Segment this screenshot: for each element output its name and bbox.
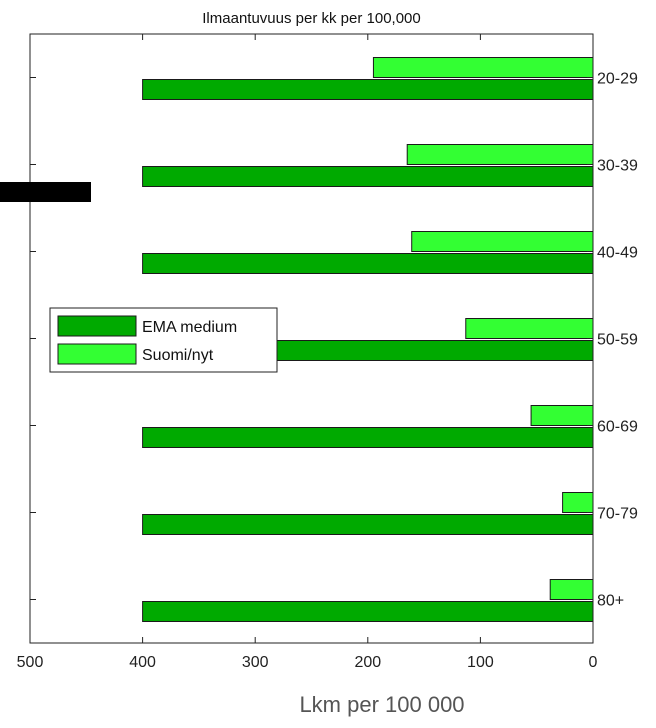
legend-label-suomi-nyt: Suomi/nyt [142,347,214,364]
category-label-80+: 80+ [597,593,624,610]
category-label-30-39: 30-39 [597,158,638,175]
redaction-bar [0,182,91,202]
bar-ema-medium-60-69 [142,427,594,448]
category-label-50-59: 50-59 [597,332,638,349]
chart-title: Ilmaantuvuus per kk per 100,000 [202,10,420,27]
category-axis-ticks: 20-29 30-39 40-49 50-59 60-69 70-79 80+ [30,71,638,610]
bar-suomi-nyt-40-49 [411,231,594,252]
bar-suomi-nyt-80+ [549,579,594,600]
x-tick-label: 0 [589,654,598,671]
category-label-40-49: 40-49 [597,245,638,262]
legend-swatch-ema-medium [57,315,137,337]
x-axis-ticks: 500 400 300 200 100 0 [17,34,598,671]
bar-ema-medium-20-29 [142,79,594,100]
bar-suomi-nyt-20-29 [372,57,594,78]
bar-suomi-nyt-50-59 [465,318,594,339]
bar-ema-medium-30-39 [142,166,594,187]
legend-label-ema-medium: EMA medium [142,319,237,336]
bar-suomi-nyt-30-39 [406,144,594,165]
x-axis-label: Lkm per 100 000 [299,692,464,717]
x-tick-label: 300 [242,654,269,671]
bar-ema-medium-40-49 [142,253,594,274]
bar-ema-medium-70-79 [142,514,594,535]
bar-suomi-nyt-70-79 [562,492,594,513]
category-label-60-69: 60-69 [597,419,638,436]
legend: EMA medium Suomi/nyt [49,307,278,373]
x-tick-label: 400 [129,654,156,671]
category-label-20-29: 20-29 [597,71,638,88]
category-label-70-79: 70-79 [597,506,638,523]
legend-swatch-suomi-nyt [57,343,137,365]
x-tick-label: 100 [467,654,494,671]
bar-ema-medium-80+ [142,601,594,622]
x-tick-label: 500 [17,654,44,671]
bar-suomi-nyt-60-69 [530,405,594,426]
x-tick-label: 200 [354,654,381,671]
